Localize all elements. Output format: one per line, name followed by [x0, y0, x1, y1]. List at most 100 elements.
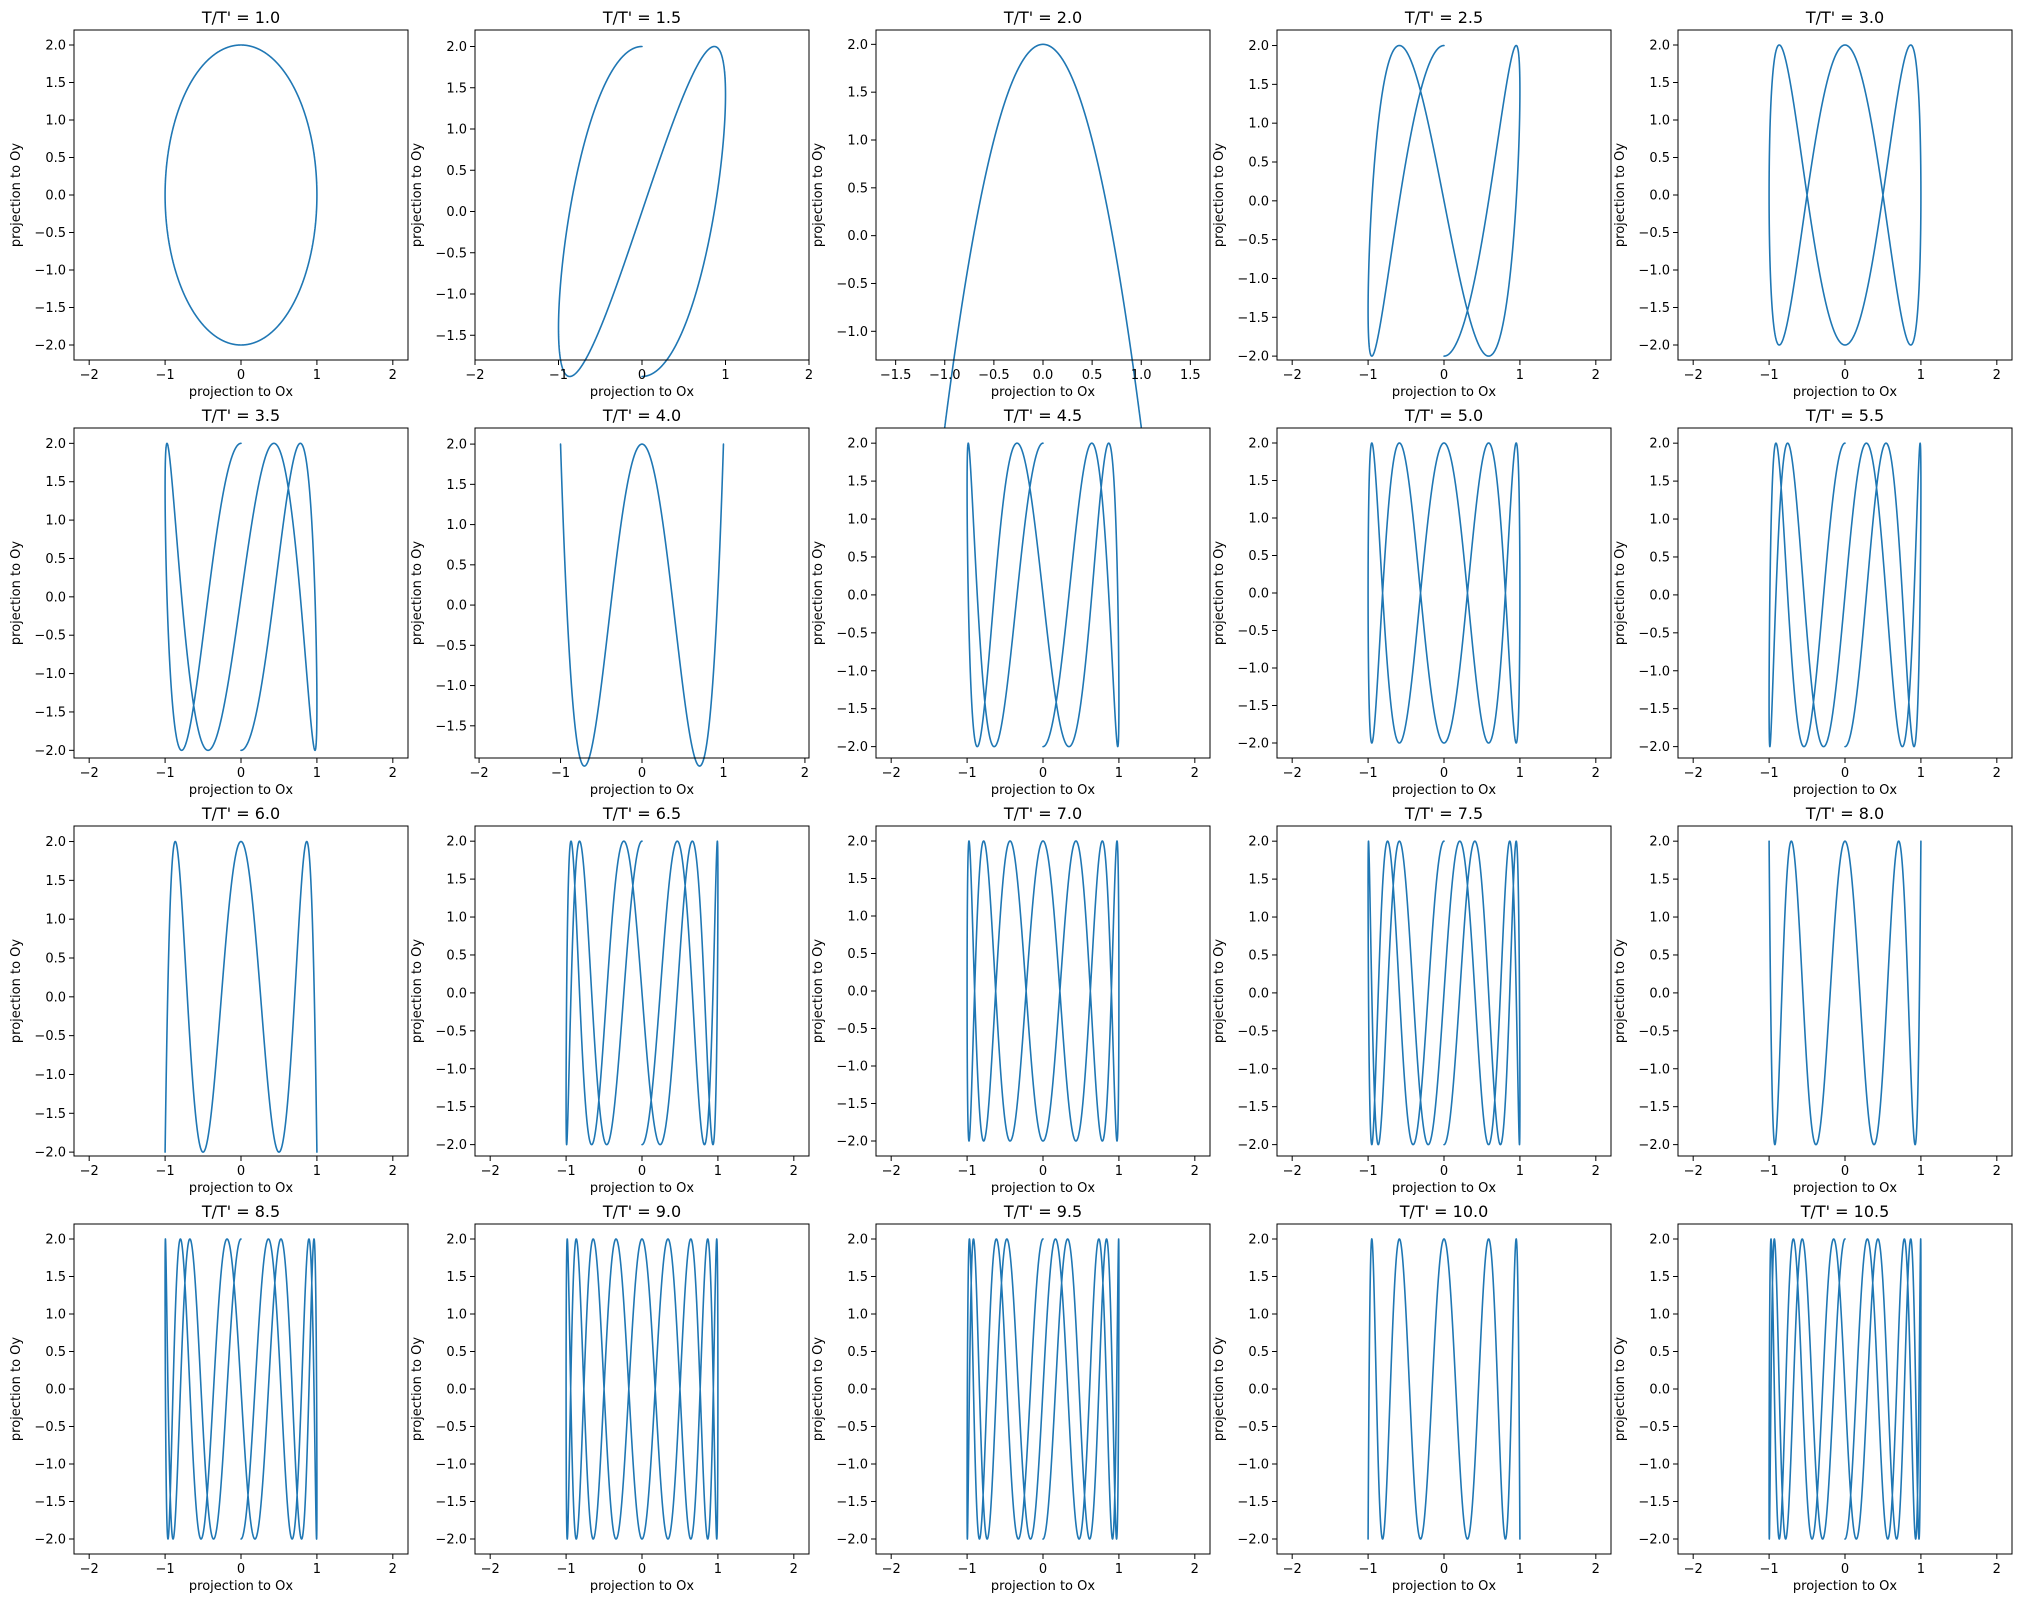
y-tick-label: 0.5 — [1248, 549, 1269, 564]
x-axis-label: projection to Ox — [991, 385, 1095, 400]
y-tick-label: 2.0 — [847, 38, 868, 53]
subplot-title: T/T' = 3.5 — [201, 406, 280, 425]
y-tick-label: −1.5 — [34, 1495, 66, 1510]
y-tick-label: 0.5 — [45, 952, 66, 967]
y-tick-label: 1.0 — [446, 123, 467, 138]
x-axis-label: projection to Ox — [1793, 783, 1897, 798]
y-tick-label: 2.0 — [847, 1233, 868, 1248]
x-tick-label: −0.5 — [978, 368, 1010, 383]
x-axis-label: projection to Ox — [590, 385, 694, 400]
x-axis-label: projection to Ox — [189, 783, 293, 798]
x-tick-label: 1.0 — [1131, 368, 1152, 383]
x-tick-label: 1 — [313, 766, 321, 781]
x-tick-label: −1 — [156, 368, 175, 383]
y-tick-label: −0.5 — [836, 1022, 868, 1037]
y-tick-label: −1.5 — [1237, 1100, 1269, 1115]
y-tick-label: 0.5 — [1649, 1345, 1670, 1360]
y-tick-label: 0.5 — [1248, 1345, 1269, 1360]
x-tick-label: 1 — [714, 1562, 722, 1577]
y-tick-label: 1.0 — [847, 134, 868, 149]
y-tick-label: 1.0 — [1649, 114, 1670, 129]
y-tick-label: −1.0 — [1638, 1062, 1670, 1077]
x-tick-label: −1 — [549, 368, 568, 383]
subplot-title: T/T' = 8.5 — [201, 1202, 280, 1221]
y-axis-label: projection to Oy — [811, 939, 826, 1043]
y-tick-label: 0.5 — [45, 151, 66, 166]
subplot-title: T/T' = 4.0 — [602, 406, 681, 425]
y-tick-label: 0.0 — [1649, 1383, 1670, 1398]
y-tick-label: 0.0 — [45, 590, 66, 605]
y-tick-label: −0.5 — [435, 1420, 467, 1435]
y-tick-label: 0.0 — [446, 1383, 467, 1398]
subplot-9: −2 −1 0 1 2 −2.0 −1.5 −1.0 −0.5 0.0 0.5 1.0 1.5 2.0 T/… — [1212, 406, 1612, 798]
x-tick-label: 1 — [1917, 1562, 1925, 1577]
x-tick-label: −1 — [156, 1562, 175, 1577]
y-tick-label: −0.5 — [1237, 1420, 1269, 1435]
y-tick-label: 1.0 — [847, 910, 868, 925]
y-tick-label: 1.5 — [446, 478, 467, 493]
y-tick-label: 1.0 — [45, 913, 66, 928]
x-tick-label: −2 — [882, 1562, 901, 1577]
x-tick-label: 2 — [1592, 1164, 1600, 1179]
y-tick-label: −1.5 — [836, 1097, 868, 1112]
x-tick-label: −2 — [1684, 1164, 1703, 1179]
y-tick-label: 2.0 — [446, 438, 467, 453]
series-line — [559, 443, 725, 767]
y-tick-label: 0.0 — [1248, 194, 1269, 209]
subplot-13: −2 −1 0 1 2 −2.0 −1.5 −1.0 −0.5 0.0 0.5 1.0 1.5 2.0 T/… — [811, 804, 1211, 1196]
y-tick-label: −0.5 — [34, 1029, 66, 1044]
y-axis-label: projection to Oy — [811, 1337, 826, 1441]
x-tick-label: −2 — [1283, 766, 1302, 781]
y-tick-label: 1.0 — [1248, 117, 1269, 132]
y-tick-label: −1.0 — [1237, 1062, 1269, 1077]
subplot-20: −2 −1 0 1 2 −2.0 −1.5 −1.0 −0.5 0.0 0.5 1.0 1.5 2.0 T/… — [1613, 1202, 2013, 1594]
axes-frame — [875, 29, 1211, 361]
y-tick-label: 2.0 — [1649, 39, 1670, 54]
y-tick-label: 0.0 — [1248, 587, 1269, 602]
y-axis-label: projection to Oy — [1212, 939, 1227, 1043]
y-tick-label: −1.5 — [1638, 1100, 1670, 1115]
x-tick-label: 2 — [389, 1164, 397, 1179]
x-tick-label: 2 — [790, 1562, 798, 1577]
y-tick-label: 0.5 — [847, 550, 868, 565]
y-axis-label: projection to Oy — [410, 1337, 425, 1441]
x-axis-label: projection to Ox — [189, 1181, 293, 1196]
x-tick-label: 1 — [313, 368, 321, 383]
y-tick-label: −1.0 — [1638, 1458, 1670, 1473]
x-tick-label: 1 — [714, 1164, 722, 1179]
x-axis-label: projection to Ox — [1392, 385, 1496, 400]
subplot-title: T/T' = 10.5 — [1800, 1202, 1890, 1221]
axes-frame — [474, 1223, 810, 1555]
subplot-1: −2 −1 0 1 2 −2.0 −1.5 −1.0 −0.5 0.0 0.5 1.0 1.5 2.0 T/… — [9, 8, 409, 400]
series-line — [966, 840, 1120, 1142]
x-axis-label: projection to Ox — [189, 1579, 293, 1594]
subplot-title: T/T' = 5.5 — [1805, 406, 1884, 425]
x-tick-label: −2 — [465, 368, 484, 383]
y-tick-label: −0.5 — [1638, 1024, 1670, 1039]
series-line — [1367, 1238, 1521, 1540]
subplot-12: −2 −1 0 1 2 −2.0 −1.5 −1.0 −0.5 0.0 0.5 1.0 1.5 2.0 T/… — [410, 804, 810, 1196]
y-tick-label: −0.5 — [836, 626, 868, 641]
y-tick-label: −2.0 — [1638, 1533, 1670, 1548]
y-tick-label: −2.0 — [836, 740, 868, 755]
x-tick-label: 2 — [801, 766, 809, 781]
y-tick-label: −2.0 — [1638, 339, 1670, 354]
x-tick-label: 0 — [1440, 368, 1448, 383]
y-tick-label: −0.5 — [1638, 226, 1670, 241]
y-tick-label: 1.0 — [1248, 1308, 1269, 1323]
y-tick-label: 0.0 — [847, 229, 868, 244]
y-tick-label: −2.0 — [34, 339, 66, 354]
axes-frame — [1677, 825, 2013, 1157]
x-tick-label: 1.5 — [1180, 368, 1201, 383]
y-tick-label: −1.0 — [1237, 272, 1269, 287]
y-tick-label: 1.5 — [847, 86, 868, 101]
y-tick-label: 1.5 — [1649, 475, 1670, 490]
x-tick-label: −2 — [1684, 766, 1703, 781]
y-tick-label: 2.0 — [45, 835, 66, 850]
y-tick-label: 0.0 — [847, 985, 868, 1000]
x-tick-label: 1 — [1115, 1164, 1123, 1179]
y-tick-label: −0.5 — [435, 246, 467, 261]
series-line — [1768, 840, 1922, 1146]
subplot-title: T/T' = 4.5 — [1003, 406, 1082, 425]
x-tick-label: −2 — [469, 766, 488, 781]
